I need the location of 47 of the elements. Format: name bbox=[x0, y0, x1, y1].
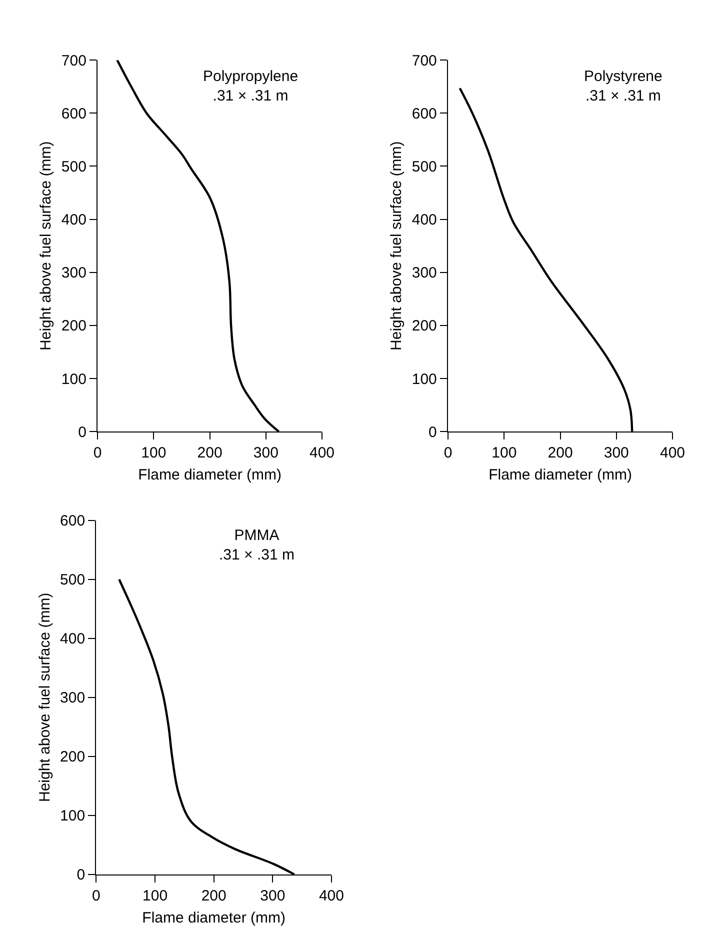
y-tick-label: 300 bbox=[412, 264, 437, 282]
y-tick-label: 200 bbox=[60, 748, 86, 766]
y-tick-label: 700 bbox=[412, 52, 437, 70]
y-tick-label: 200 bbox=[61, 318, 86, 335]
x-tick-label: 300 bbox=[253, 444, 278, 462]
y-axis-title: Height above fuel surface (mm) bbox=[38, 141, 55, 350]
y-axis-title: Height above fuel surface (mm) bbox=[388, 141, 406, 350]
x-tick-label: 100 bbox=[142, 888, 168, 905]
y-tick-label: 500 bbox=[60, 572, 86, 589]
x-tick-label: 200 bbox=[197, 444, 222, 462]
x-tick-label: 300 bbox=[604, 444, 629, 462]
annotation: Polystyrene .31 × .31 m bbox=[584, 68, 662, 104]
y-tick-label: 300 bbox=[61, 264, 86, 282]
x-tick-label: 300 bbox=[260, 888, 286, 905]
x-tick-label: 200 bbox=[548, 444, 573, 462]
x-tick-label: 100 bbox=[141, 444, 166, 462]
x-tick-label: 400 bbox=[310, 444, 335, 462]
y-tick-label: 500 bbox=[412, 158, 437, 176]
x-axis-title: Flame diameter (mm) bbox=[142, 910, 286, 927]
x-axis-title: Flame diameter (mm) bbox=[488, 466, 632, 484]
y-tick-label: 600 bbox=[412, 105, 437, 122]
annotation: Polypropylene .31 × .31 m bbox=[203, 68, 298, 104]
y-tick-label: 700 bbox=[61, 52, 86, 70]
y-tick-label: 0 bbox=[76, 866, 86, 884]
x-tick-label: 0 bbox=[92, 888, 100, 905]
x-tick-label: 400 bbox=[660, 444, 686, 462]
x-tick-label: 0 bbox=[93, 444, 102, 462]
y-tick-label: 100 bbox=[60, 808, 86, 825]
y-tick-label: 400 bbox=[412, 212, 437, 229]
y-tick-label: 500 bbox=[61, 158, 86, 176]
x-tick-label: 400 bbox=[318, 888, 344, 905]
y-axis-title: Height above fuel surface (mm) bbox=[36, 592, 54, 802]
y-tick-label: 300 bbox=[60, 690, 86, 707]
y-tick-label: 600 bbox=[60, 512, 86, 530]
y-tick-label: 100 bbox=[61, 370, 86, 388]
y-tick-label: 600 bbox=[61, 105, 86, 122]
annotation: PMMA .31 × .31 m bbox=[219, 527, 294, 564]
y-tick-label: 400 bbox=[61, 212, 86, 229]
y-tick-label: 200 bbox=[412, 318, 437, 335]
x-axis-title: Flame diameter (mm) bbox=[138, 466, 282, 484]
x-tick-label: 0 bbox=[444, 444, 452, 462]
y-tick-label: 0 bbox=[428, 424, 437, 441]
x-tick-label: 200 bbox=[201, 888, 226, 905]
x-tick-label: 100 bbox=[492, 444, 517, 462]
y-tick-label: 100 bbox=[412, 370, 437, 388]
y-tick-label: 400 bbox=[60, 630, 86, 648]
y-tick-label: 0 bbox=[78, 424, 86, 441]
